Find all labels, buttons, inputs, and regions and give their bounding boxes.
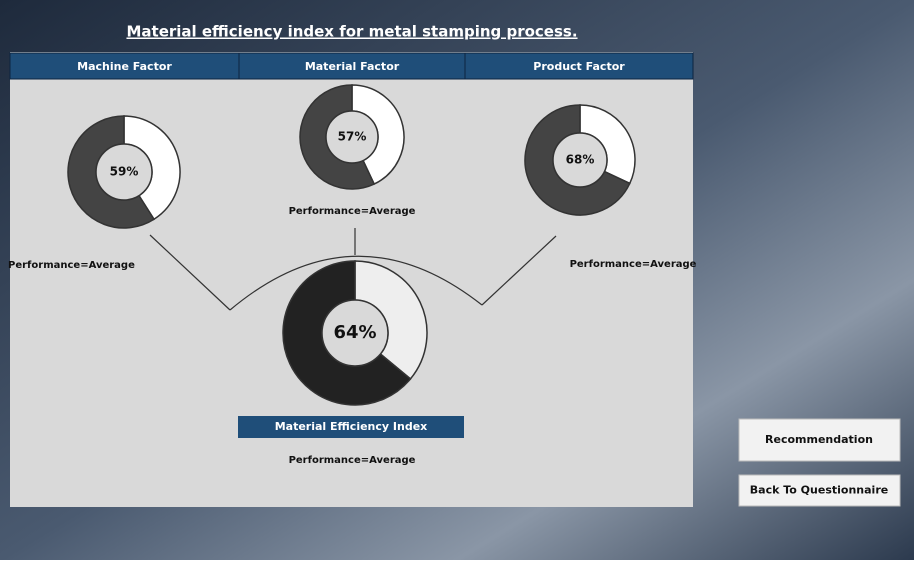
performance-text: Performance=Average (289, 206, 416, 217)
donut-hole (552, 132, 608, 188)
connectors (149, 228, 557, 311)
column-header: Material Factor (305, 60, 400, 73)
donut-hole (325, 110, 379, 164)
donut-hole (95, 143, 153, 201)
column-header: Product Factor (533, 60, 625, 73)
donut-label: 59% (110, 165, 139, 179)
button-label[interactable]: Back To Questionnaire (750, 484, 888, 497)
button-label[interactable]: Recommendation (765, 433, 873, 446)
index-label-bg (238, 416, 464, 438)
donut-hole (321, 299, 389, 367)
performance-text: Performance=Average (8, 260, 135, 271)
performance-text: Performance=Average (570, 259, 697, 270)
index-label: Material Efficiency Index (275, 420, 428, 433)
content: Machine Factor 59% Performance=Average Mate… (8, 52, 901, 507)
donut-label: 64% (333, 322, 376, 343)
button[interactable] (738, 474, 901, 507)
title: Material efficiency index for metal stam… (126, 23, 577, 41)
button[interactable] (738, 418, 901, 462)
column-header: Machine Factor (77, 60, 172, 73)
donut-label: 57% (338, 130, 367, 144)
column-header-bg (464, 52, 694, 80)
performance-text: Performance=Average (289, 455, 416, 466)
donut-label: 68% (566, 153, 595, 167)
